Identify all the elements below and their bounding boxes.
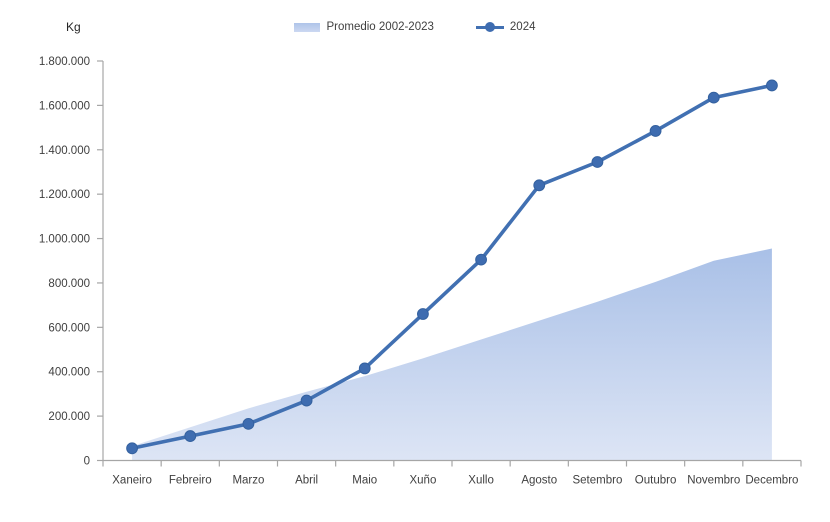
data-point-marker (126, 442, 138, 455)
data-point-marker (591, 156, 604, 168)
y-axis-tick-label: 1.600.000 (39, 100, 90, 112)
line-series-2024 (130, 83, 774, 451)
y-axis-tick-label: 400.000 (48, 367, 90, 379)
y-axis-tick-label: 600.000 (48, 322, 90, 334)
y-axis-tick-label: 1.000.000 (39, 234, 90, 246)
x-axis-month-label: Decembro (745, 475, 798, 487)
data-point-marker (533, 179, 546, 192)
line-legend-marker-icon (475, 22, 504, 32)
x-axis-month-label: Abril (295, 475, 318, 487)
y-axis-unit-label: Kg (66, 20, 81, 34)
x-axis-month-label: Novembro (687, 475, 740, 487)
x-axis-month-label: Agosto (521, 475, 557, 487)
data-point-marker (766, 79, 778, 92)
data-point-marker (707, 91, 720, 104)
x-axis-month-label: Marzo (232, 475, 264, 487)
x-axis-month-label: Xaneiro (112, 475, 152, 487)
data-point-marker (417, 308, 429, 320)
y-axis-tick-label: 200.000 (48, 411, 90, 423)
data-point-marker (242, 417, 255, 430)
y-axis-tick-label: 800.000 (48, 278, 90, 290)
y-axis-tick-label: 1.800.000 (39, 56, 90, 68)
y-axis-tick-label: 1.200.000 (39, 189, 90, 201)
x-axis-month-label: Maio (352, 475, 377, 487)
data-point-marker (649, 125, 662, 137)
legend-label-2024: 2024 (509, 21, 536, 33)
x-axis-month-label: Febreiro (169, 475, 212, 487)
legend-label-promedio: Promedio 2002-2023 (326, 21, 434, 33)
x-axis-month-label: Setembro (572, 475, 622, 487)
data-point-marker (300, 394, 313, 407)
y-axis-tick-label: 0 (84, 456, 90, 468)
data-point-marker (184, 430, 197, 442)
x-axis-month-label: Xullo (468, 475, 494, 487)
area-legend-swatch-icon (294, 22, 321, 32)
x-axis-month-label: Outubro (635, 475, 677, 487)
data-point-marker (358, 362, 371, 375)
y-axis-tick-label: 1.400.000 (39, 145, 90, 157)
chart-legend: Promedio 2002-2023 2024 (0, 21, 830, 33)
x-axis-month-label: Xuño (409, 475, 436, 487)
data-point-marker (475, 253, 487, 266)
